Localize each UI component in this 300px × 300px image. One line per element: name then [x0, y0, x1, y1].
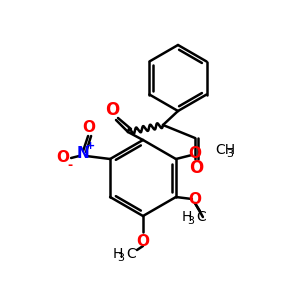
- Text: +: +: [85, 141, 95, 151]
- Text: 3: 3: [226, 149, 233, 159]
- Text: CH: CH: [215, 143, 235, 157]
- Text: O: O: [189, 159, 203, 177]
- Text: C: C: [196, 210, 206, 224]
- Text: O: O: [105, 101, 119, 119]
- Text: H: H: [113, 247, 123, 261]
- Text: C: C: [126, 247, 136, 261]
- Text: O: O: [136, 233, 149, 248]
- Text: -: -: [68, 158, 73, 172]
- Text: N: N: [77, 146, 89, 160]
- Text: O: O: [57, 149, 70, 164]
- Text: H: H: [182, 210, 192, 224]
- Text: 3: 3: [117, 253, 124, 263]
- Text: 3: 3: [187, 216, 194, 226]
- Text: O: O: [188, 146, 201, 160]
- Text: O: O: [188, 191, 201, 206]
- Text: O: O: [82, 119, 96, 134]
